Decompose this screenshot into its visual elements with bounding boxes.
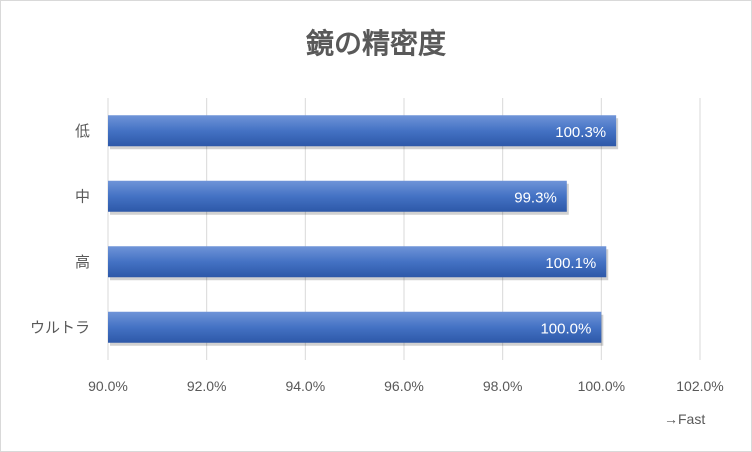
x-tick-label: 90.0% [88, 378, 128, 394]
bar [108, 115, 617, 147]
bars [108, 115, 619, 346]
x-tick-label: 92.0% [187, 378, 227, 394]
data-label: 100.0% [540, 320, 591, 337]
category-label: 低 [75, 122, 90, 140]
x-tick-labels: 90.0% 92.0% 94.0% 96.0% 98.0% 100.0% 102.0% [88, 378, 724, 394]
x-tick-label: 98.0% [483, 378, 523, 394]
x-tick-label: 96.0% [384, 378, 424, 394]
category-label: ウルトラ [30, 318, 90, 336]
data-labels: 100.3% 99.3% 100.1% 100.0% [514, 124, 606, 338]
chart-title: 鏡の精密度 [305, 27, 446, 60]
category-label: 中 [75, 187, 90, 205]
bar [108, 180, 567, 212]
x-axis-label: →Fast [664, 411, 706, 427]
category-label: 高 [75, 253, 90, 271]
data-label: 100.1% [545, 255, 596, 272]
data-label: 99.3% [514, 189, 557, 206]
x-tick-label: 102.0% [676, 378, 723, 394]
data-label: 100.3% [555, 124, 606, 141]
bar [108, 246, 607, 278]
bar [108, 311, 602, 343]
x-tick-label: 100.0% [578, 378, 625, 394]
x-tick-label: 94.0% [285, 378, 325, 394]
